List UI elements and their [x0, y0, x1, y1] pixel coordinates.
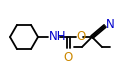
Text: NH: NH — [48, 30, 66, 43]
Text: N: N — [106, 18, 115, 32]
Text: O: O — [63, 51, 73, 64]
Text: O: O — [76, 30, 86, 43]
